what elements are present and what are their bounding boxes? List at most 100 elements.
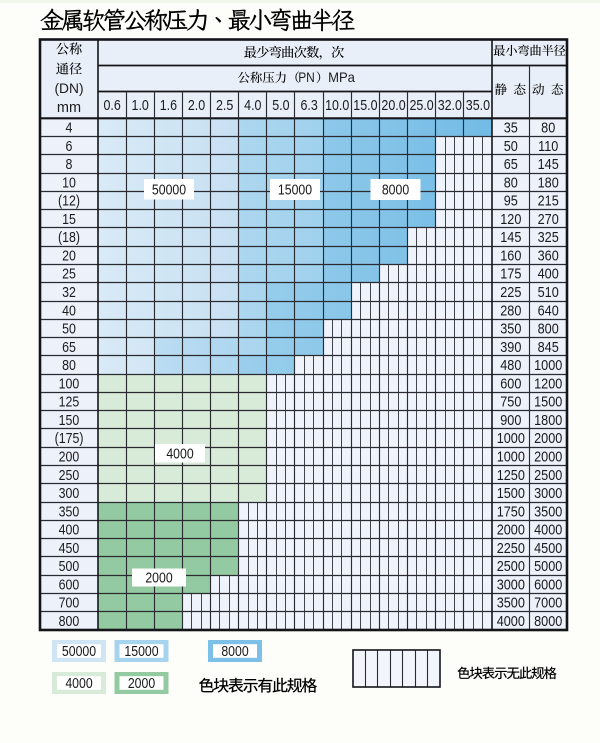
svg-text:4500: 4500 (534, 540, 562, 556)
svg-text:20.0: 20.0 (381, 96, 405, 113)
svg-text:95: 95 (504, 193, 518, 209)
svg-text:25.0: 25.0 (409, 96, 433, 113)
svg-text:50000: 50000 (152, 181, 187, 197)
svg-text:4000: 4000 (534, 522, 562, 538)
svg-text:3000: 3000 (497, 577, 525, 593)
svg-text:4: 4 (66, 120, 73, 136)
svg-text:15000: 15000 (278, 181, 313, 197)
svg-text:1750: 1750 (497, 504, 525, 520)
svg-text:280: 280 (500, 303, 521, 319)
svg-text:15000: 15000 (124, 643, 159, 659)
svg-text:700: 700 (59, 595, 80, 611)
svg-text:800: 800 (59, 613, 80, 629)
svg-text:PN: PN (298, 69, 315, 85)
svg-text:300: 300 (59, 485, 80, 501)
svg-text:1000: 1000 (497, 449, 525, 465)
svg-text:350: 350 (59, 503, 80, 519)
svg-text:120: 120 (500, 211, 521, 227)
svg-text:1000: 1000 (497, 430, 525, 446)
svg-text:400: 400 (59, 522, 80, 538)
svg-text:4000: 4000 (65, 675, 93, 691)
svg-text:360: 360 (538, 248, 559, 264)
svg-text:480: 480 (500, 357, 521, 373)
svg-text:125: 125 (59, 394, 80, 410)
svg-text:175: 175 (500, 266, 521, 282)
svg-text:3000: 3000 (534, 485, 562, 501)
svg-text:400: 400 (538, 266, 559, 282)
svg-text:250: 250 (59, 467, 80, 483)
svg-text:110: 110 (538, 138, 558, 154)
svg-text:65: 65 (504, 156, 518, 172)
svg-text:2000: 2000 (128, 675, 156, 691)
svg-text:145: 145 (538, 156, 559, 172)
svg-text:500: 500 (59, 558, 80, 574)
svg-text:35.0: 35.0 (466, 96, 490, 113)
svg-text:80: 80 (62, 357, 76, 373)
svg-text:8000: 8000 (534, 613, 562, 629)
svg-text:2000: 2000 (497, 522, 525, 538)
svg-text:750: 750 (500, 394, 521, 410)
svg-text:160: 160 (500, 248, 521, 264)
svg-text:900: 900 (500, 412, 521, 428)
svg-text:5000: 5000 (534, 558, 562, 574)
svg-text:180: 180 (538, 175, 559, 191)
svg-text:600: 600 (500, 376, 521, 392)
svg-text:MPa: MPa (328, 70, 355, 86)
svg-text:2250: 2250 (497, 540, 525, 556)
svg-text:(12): (12) (58, 193, 80, 209)
svg-text:50: 50 (504, 138, 518, 154)
svg-text:1000: 1000 (534, 357, 562, 373)
svg-text:7000: 7000 (534, 595, 562, 611)
svg-text:215: 215 (538, 193, 559, 209)
svg-text:(175): (175) (55, 430, 84, 446)
svg-text:5.0: 5.0 (272, 96, 290, 113)
svg-text:1250: 1250 (497, 467, 525, 483)
svg-text:1.6: 1.6 (160, 96, 178, 113)
svg-text:10: 10 (62, 175, 76, 191)
svg-text:2.5: 2.5 (216, 96, 234, 113)
svg-text:200: 200 (59, 449, 80, 465)
svg-text:4000: 4000 (166, 445, 194, 461)
svg-text:2000: 2000 (534, 430, 562, 446)
svg-text:2500: 2500 (497, 558, 525, 574)
svg-text:1.0: 1.0 (132, 96, 150, 113)
svg-text:50: 50 (62, 321, 76, 337)
svg-text:32: 32 (62, 284, 76, 300)
svg-text:3500: 3500 (534, 504, 562, 520)
svg-text:600: 600 (59, 577, 80, 593)
svg-text:270: 270 (538, 211, 559, 227)
svg-text:80: 80 (504, 175, 518, 191)
svg-text:845: 845 (538, 339, 559, 355)
svg-text:35: 35 (504, 120, 518, 136)
svg-text:8: 8 (66, 156, 73, 172)
svg-text:3500: 3500 (497, 595, 525, 611)
svg-text:25: 25 (62, 266, 76, 282)
svg-text:8000: 8000 (221, 643, 249, 659)
svg-text:2000: 2000 (534, 449, 562, 465)
svg-text:0.6: 0.6 (103, 96, 121, 113)
svg-text:15: 15 (62, 211, 76, 227)
svg-text:450: 450 (59, 540, 80, 556)
svg-text:10.0: 10.0 (325, 96, 349, 113)
svg-text:65: 65 (62, 339, 76, 355)
svg-text:(DN): (DN) (54, 81, 83, 96)
svg-text:1800: 1800 (534, 412, 562, 428)
svg-text:1200: 1200 (534, 376, 562, 392)
svg-text:mm: mm (57, 100, 81, 116)
svg-text:6000: 6000 (534, 577, 562, 593)
svg-text:640: 640 (538, 303, 559, 319)
svg-text:80: 80 (541, 120, 555, 136)
svg-text:145: 145 (500, 229, 521, 245)
svg-text:150: 150 (59, 412, 80, 428)
svg-text:2.0: 2.0 (188, 96, 206, 113)
svg-text:390: 390 (500, 339, 521, 355)
svg-text:2500: 2500 (534, 467, 562, 483)
svg-text:1500: 1500 (534, 394, 562, 410)
svg-text:4000: 4000 (497, 613, 525, 629)
svg-text:2000: 2000 (145, 569, 173, 585)
svg-text:(18): (18) (58, 229, 80, 245)
svg-text:32.0: 32.0 (438, 96, 462, 113)
svg-text:40: 40 (62, 302, 76, 318)
svg-text:800: 800 (538, 321, 559, 337)
svg-text:1500: 1500 (497, 485, 525, 501)
